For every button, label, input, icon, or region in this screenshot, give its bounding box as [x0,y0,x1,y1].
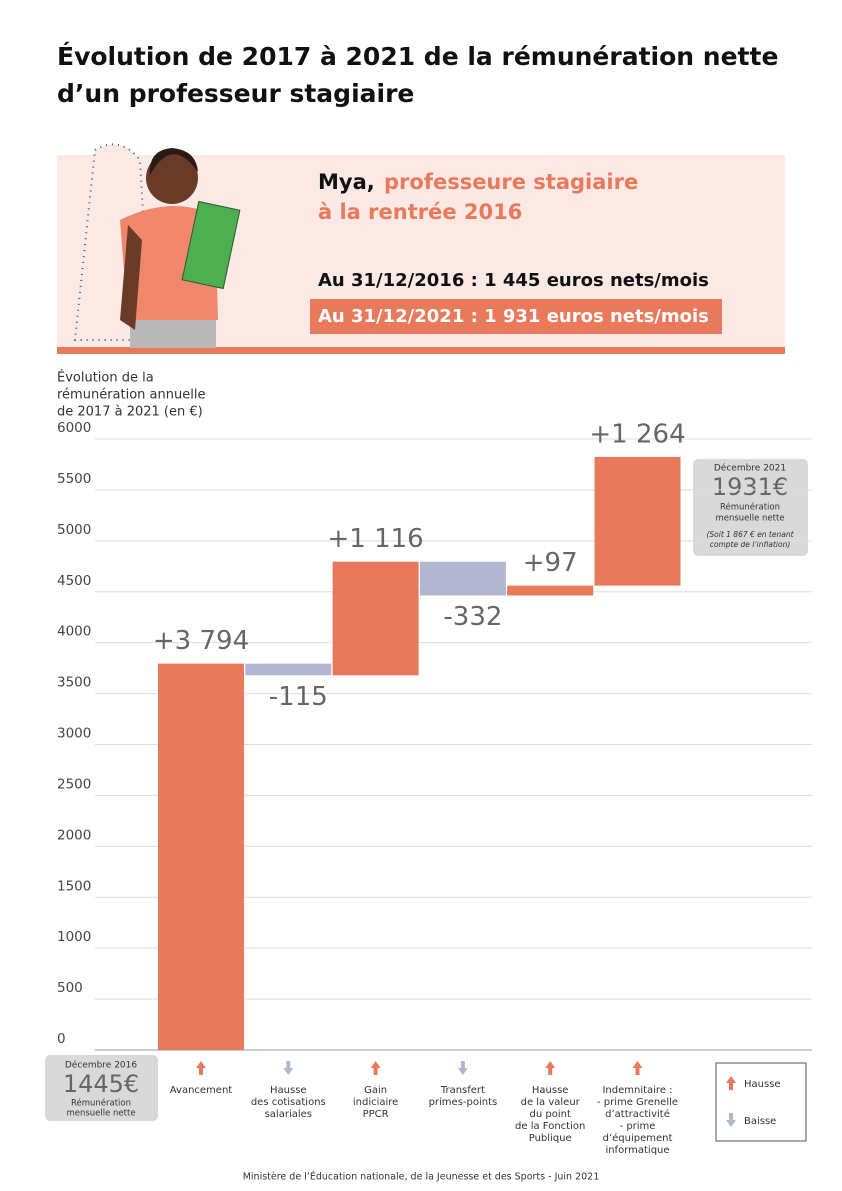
arrow-icon [632,1061,643,1075]
arrow-icon [726,1113,736,1127]
value-label: -332 [443,602,502,632]
arrow-icon [457,1061,468,1075]
legend-label: Hausse [744,1079,781,1090]
end-note: (Soit 1 867 € en tenant [706,530,794,539]
arrow-icon [370,1061,381,1075]
x-tick-label: d’attractivité [605,1108,670,1120]
card-rule [57,347,785,354]
x-tick-label: primes-points [429,1097,498,1108]
card-before: Au 31/12/2016 : 1 445 euros nets/mois [318,270,709,291]
x-tick-label: PPCR [363,1109,389,1120]
x-tick-label: de la Fonction [515,1121,585,1132]
end-caption: mensuelle nette [715,514,784,524]
x-tick-label: informatique [605,1145,669,1156]
arrow-icon [545,1061,556,1075]
bar [419,561,506,596]
x-tick-label: de la valeur [521,1097,581,1108]
end-box [693,459,808,556]
y-tick-label: 2500 [57,776,91,792]
y-axis-label: de 2017 à 2021 (en €) [57,405,203,420]
x-tick-label: Hausse [532,1085,569,1096]
card-after: Au 31/12/2021 : 1 931 euros nets/mois [318,306,709,327]
x-tick-label: salariales [265,1109,312,1120]
y-tick-label: 0 [57,1031,66,1047]
legend-label: Baisse [744,1116,776,1127]
y-tick-label: 1500 [57,878,91,894]
y-tick-label: 3000 [57,726,91,742]
y-tick-label: 5000 [57,522,91,538]
y-tick-label: 5500 [57,471,91,487]
start-date: Décembre 2016 [65,1060,138,1071]
card-role: professeure stagiaire [384,170,638,194]
illustration [73,143,241,348]
title: d’un professeur stagiaire [57,79,414,108]
card-name: Mya, [318,170,375,194]
y-axis-label: Évolution de la [57,370,154,386]
y-tick-label: 500 [57,980,83,996]
x-tick-label: Hausse [270,1085,307,1096]
x-tick-label: d’équipement [603,1132,673,1144]
title: Évolution de 2017 à 2021 de la rémunérat… [57,42,778,71]
legend-box [715,1062,807,1142]
y-tick-label: 3500 [57,675,91,691]
bar [332,561,419,676]
x-tick-label: Gain [364,1085,387,1096]
value-label: +1 264 [589,419,685,449]
bar [245,663,332,676]
bar [158,663,244,1050]
x-tick-label: Indemnitaire : [602,1085,672,1096]
y-tick-label: 1000 [57,929,91,945]
x-tick-label: Avancement [170,1085,233,1096]
y-tick-label: 2000 [57,827,91,843]
bar [594,456,681,586]
footer: Ministère de l’Éducation nationale, de l… [243,1171,600,1183]
start-caption: mensuelle nette [66,1109,135,1119]
y-tick-label: 4500 [57,573,91,589]
start-caption: Rémunération [71,1098,131,1109]
x-tick-label: des cotisations [251,1097,326,1108]
y-tick-label: 4000 [57,624,91,640]
arrow-icon [726,1076,736,1090]
end-note: compte de l’inflation) [710,540,791,549]
card-after-box [310,299,722,334]
end-date: Décembre 2021 [714,463,786,474]
arrow-icon [283,1061,294,1075]
value-label: +3 794 [153,626,249,656]
start-amount: 1445€ [63,1070,139,1098]
arrow-icon [196,1061,206,1075]
y-axis-label: rémunération annuelle [57,388,205,403]
end-caption: Rémunération [720,502,780,513]
end-amount: 1931€ [712,473,788,501]
x-tick-label: - prime Grenelle [597,1097,678,1108]
value-label: +1 116 [327,524,423,554]
card-role: à la rentrée 2016 [318,200,522,224]
start-box [45,1055,158,1121]
x-tick-label: du point [530,1109,571,1120]
y-tick-label: 6000 [57,420,91,436]
bar [507,585,594,596]
x-tick-label: Transfert [440,1085,485,1096]
x-tick-label: indiciaire [353,1097,398,1108]
x-tick-label: - prime [620,1121,656,1132]
value-label: -115 [269,682,328,712]
value-label: +97 [523,548,578,578]
x-tick-label: Publique [529,1133,572,1144]
